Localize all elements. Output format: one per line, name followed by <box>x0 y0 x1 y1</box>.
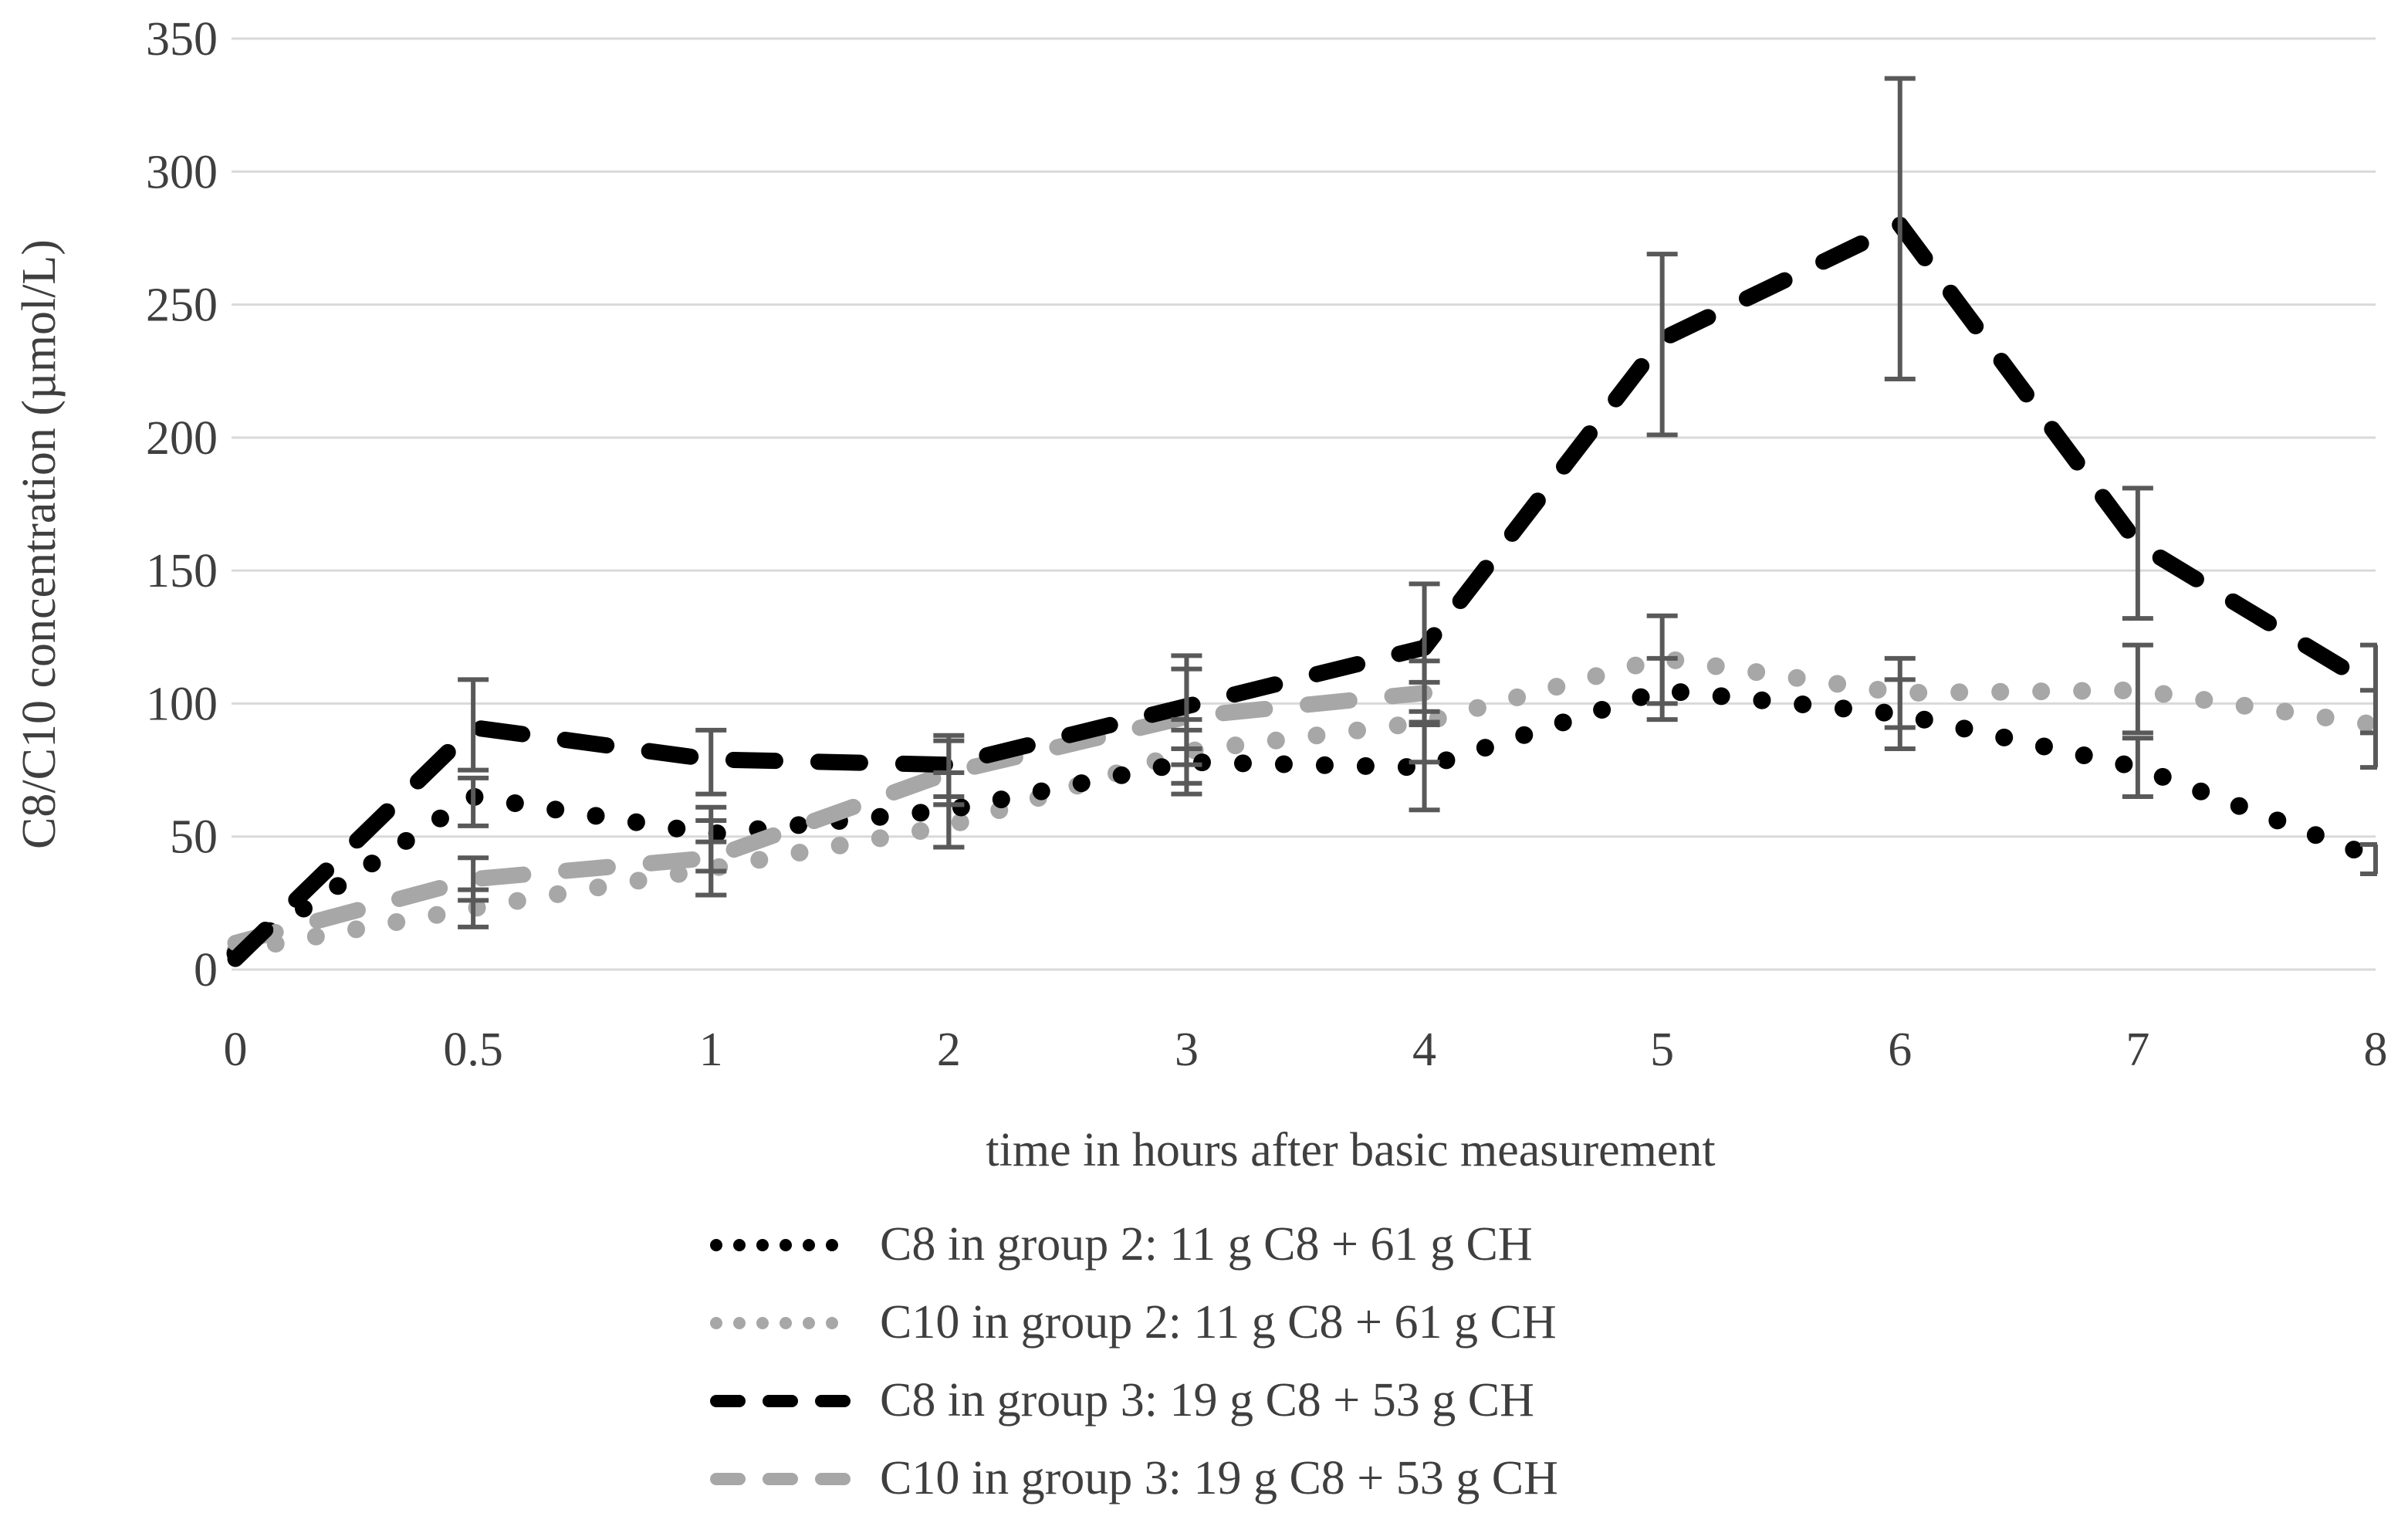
x-tick-label: 7 <box>2126 1024 2149 1076</box>
x-tick-label: 1 <box>699 1024 723 1076</box>
legend-label: C10 in group 3: 19 g C8 + 53 g CH <box>880 1452 1558 1504</box>
legend-marker-dash-icon <box>710 1472 854 1485</box>
legend: C8 in group 2: 11 g C8 + 61 g CH C10 in g… <box>709 1206 1558 1518</box>
legend-marker-dot-icon <box>710 1316 854 1329</box>
x-tick-label: 0 <box>224 1024 248 1076</box>
x-tick-label: 6 <box>1888 1024 1912 1076</box>
y-tick-label: 300 <box>146 146 218 198</box>
series-line-c8-group-2 <box>226 681 2385 963</box>
y-tick-label: 150 <box>146 545 218 597</box>
series-line-c10-group-2 <box>226 649 2385 960</box>
legend-marker-dot-icon <box>710 1238 854 1251</box>
legend-label: C8 in group 3: 19 g C8 + 53 g CH <box>880 1374 1534 1427</box>
y-axis-title: C8/C10 concentration (µmol/L) <box>13 239 66 849</box>
legend-label: C10 in group 2: 11 g C8 + 61 g CH <box>880 1296 1557 1349</box>
x-tick-label: 8 <box>2364 1024 2388 1076</box>
y-tick-label: 200 <box>146 412 218 465</box>
x-tick-label: 3 <box>1175 1024 1199 1076</box>
legend-item-c10-group-3: C10 in group 3: 19 g C8 + 53 g CH <box>709 1440 1558 1518</box>
x-tick-label: 0.5 <box>443 1024 503 1076</box>
x-tick-label: 4 <box>1412 1024 1436 1076</box>
legend-label: C8 in group 2: 11 g C8 + 61 g CH <box>880 1218 1533 1271</box>
series-line-c8-group-3 <box>227 216 2384 967</box>
x-axis-title: time in hours after basic measurement <box>986 1124 1716 1176</box>
y-tick-label: 350 <box>146 13 218 66</box>
legend-marker-dash-icon <box>710 1394 854 1407</box>
legend-item-c10-group-2: C10 in group 2: 11 g C8 + 61 g CH <box>709 1284 1558 1362</box>
y-tick-label: 0 <box>194 944 218 997</box>
x-tick-label: 5 <box>1650 1024 1674 1076</box>
y-tick-label: 50 <box>170 811 218 864</box>
legend-item-c8-group-3: C8 in group 3: 19 g C8 + 53 g CH <box>709 1362 1558 1440</box>
series-line-c10-group-3 <box>227 685 1433 952</box>
y-tick-label: 100 <box>146 678 218 730</box>
x-tick-label: 2 <box>937 1024 961 1076</box>
y-tick-label: 250 <box>146 279 218 332</box>
legend-item-c8-group-2: C8 in group 2: 11 g C8 + 61 g CH <box>709 1206 1558 1284</box>
